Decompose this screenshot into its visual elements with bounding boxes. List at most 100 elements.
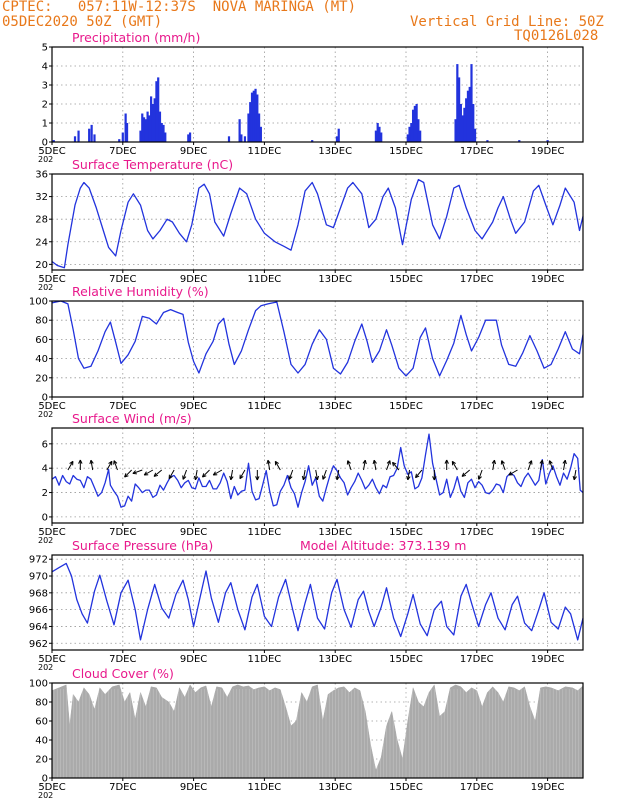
year-fragment: 202 [38, 410, 53, 419]
x-tick-label: 11DEC [248, 654, 282, 665]
y-tick-label: 4 [42, 464, 48, 475]
year-fragment: 202 [38, 283, 53, 292]
precip-bar [454, 119, 457, 142]
x-tick-label: 17DEC [460, 527, 494, 538]
x-tick-label: 7DEC [109, 782, 136, 793]
wind-arrow [386, 460, 391, 471]
date-header: 05DEC2020 50Z (GMT) [2, 14, 163, 30]
precip-bar [458, 77, 461, 142]
wind-arrow [288, 469, 294, 480]
x-tick-label: 11DEC [248, 527, 282, 538]
rh-line [51, 300, 584, 377]
wind-arrow [153, 469, 163, 477]
wind-arrow [491, 459, 497, 471]
x-tick-label: 9DEC [180, 274, 207, 285]
wind-arrow [255, 470, 260, 481]
y-tick-label: 40 [35, 736, 48, 747]
precip-title: Precipitation (mm/h) [72, 30, 200, 45]
wind-arrow [562, 459, 567, 471]
temp-panel [49, 173, 584, 273]
wind-title: Surface Wind (m/s) [72, 411, 192, 426]
precip-bar [413, 105, 416, 142]
precip-bar [162, 124, 165, 142]
x-tick-label: 19DEC [531, 274, 565, 285]
y-tick-label: 5 [42, 43, 48, 54]
x-tick-label: 7DEC [109, 654, 136, 665]
precip-bar [470, 64, 473, 142]
year-fragment: 202 [38, 536, 53, 545]
precip-bar [456, 64, 459, 142]
rh-panel [49, 300, 584, 400]
wind-arrow [406, 469, 411, 481]
wind-arrow [508, 469, 518, 476]
year-fragment: 202 [38, 155, 53, 164]
wind-arrow [113, 460, 118, 471]
y-tick-label: 20 [35, 373, 48, 384]
y-tick-label: 968 [29, 588, 48, 599]
x-tick-label: 5DEC [38, 782, 65, 793]
wind-arrow [124, 469, 133, 478]
y-tick-label: 3 [42, 81, 48, 92]
year-fragment: 202 [38, 663, 53, 672]
cloud-frame [51, 682, 584, 779]
precip-bar [410, 123, 413, 142]
y-tick-label: 100 [29, 297, 48, 308]
precip-bar [249, 102, 252, 142]
temp-frame [51, 173, 584, 271]
x-tick-label: 9DEC [180, 782, 207, 793]
precip-bar [243, 136, 247, 142]
precip-bar [151, 104, 154, 142]
wind-arrow [362, 459, 367, 471]
y-tick-label: 100 [29, 679, 48, 690]
x-tick-label: 15DEC [389, 274, 423, 285]
x-tick-label: 13DEC [318, 274, 352, 285]
precip-bar [408, 126, 411, 142]
x-tick-label: 13DEC [318, 654, 352, 665]
precip-bar [73, 136, 77, 142]
precip-bar [463, 107, 466, 142]
precip-bar [256, 94, 259, 142]
x-tick-label: 15DEC [389, 654, 423, 665]
precip-bar [406, 134, 409, 142]
precip-bar [259, 126, 262, 142]
precip-bar [153, 98, 156, 142]
x-tick-label: 17DEC [460, 401, 494, 412]
pres-frame [51, 554, 584, 651]
wind-arrow [193, 469, 199, 481]
precip-bar [311, 140, 314, 142]
wind-arrow [372, 459, 377, 471]
precip-bar [466, 90, 470, 142]
precip-bar [257, 113, 261, 142]
x-tick-label: 5DEC [38, 146, 65, 157]
wind-arrow [477, 469, 483, 480]
y-tick-label: 60 [35, 335, 48, 346]
precip-bar [335, 136, 339, 142]
wind-arrow [89, 459, 94, 471]
x-tick-label: 19DEC [531, 146, 565, 157]
precip-bar [88, 128, 91, 142]
x-tick-label: 17DEC [460, 654, 494, 665]
wind-arrow [201, 469, 210, 478]
wind-arrow [444, 459, 449, 470]
precip-bar [139, 130, 142, 142]
y-tick-label: 20 [35, 260, 48, 271]
wind-arrow [335, 469, 340, 481]
precip-bar [150, 96, 153, 142]
x-tick-label: 9DEC [180, 654, 207, 665]
x-tick-label: 9DEC [180, 401, 207, 412]
wind-arrow [415, 469, 423, 479]
y-tick-label: 80 [35, 316, 48, 327]
wind-arrow [451, 460, 458, 471]
y-tick-label: 0 [42, 138, 48, 149]
y-tick-label: 24 [35, 237, 48, 248]
year-fragment: 202 [38, 791, 53, 800]
wind-line [51, 433, 584, 508]
y-tick-label: 1 [42, 119, 48, 130]
y-tick-label: 972 [29, 555, 48, 566]
precip-bar [546, 140, 549, 142]
x-tick-label: 15DEC [389, 527, 423, 538]
cloud-panel [49, 682, 584, 781]
precip-bar [77, 130, 80, 142]
x-tick-label: 17DEC [460, 782, 494, 793]
